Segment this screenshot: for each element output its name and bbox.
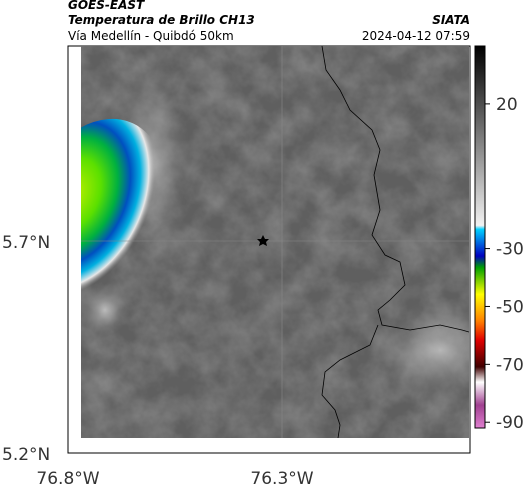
colorbar-tick-label: -30 — [496, 240, 524, 260]
source: SIATA — [432, 13, 470, 27]
colorbar-tick-label: -70 — [496, 355, 524, 375]
colorbar — [474, 45, 486, 429]
satellite-image — [81, 46, 469, 438]
colorbar-tick-label: 20 — [496, 95, 518, 115]
subtitle: Temperatura de Brillo CH13 — [68, 13, 255, 27]
colorbar-tick-label: -90 — [496, 413, 524, 433]
colorbar-ticks: 20 -30 -50 -70 -90 — [485, 95, 524, 433]
lat-tick-label: 5.7°N — [2, 233, 50, 253]
colorbar-tick-label: -50 — [496, 297, 524, 317]
lat-tick-label: 5.2°N — [2, 445, 50, 465]
location: Vía Medellín - Quibdó 50km — [68, 29, 234, 43]
title: GOES-EAST — [68, 0, 145, 12]
lon-tick-label: 76.3°W — [250, 469, 313, 489]
timestamp: 2024-04-12 07:59 — [362, 29, 470, 43]
lon-tick-label: 76.8°W — [36, 469, 99, 489]
